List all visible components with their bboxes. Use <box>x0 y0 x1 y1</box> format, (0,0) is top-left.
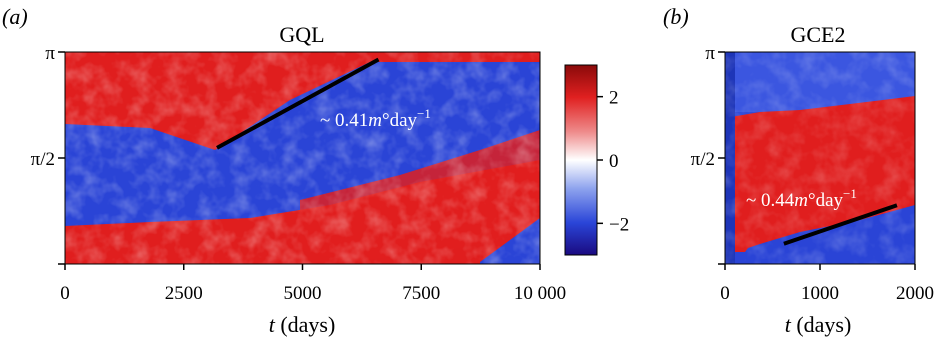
x-axis-label-a: t (days) <box>269 312 336 337</box>
colorbar-tick-label: 0 <box>609 151 619 172</box>
y-tick-label-a: π/2 <box>31 149 55 170</box>
axes-b: 0 1000 2000 π π/2 <box>691 43 934 304</box>
colorbar <box>564 64 598 256</box>
colorbar-tick-label: −2 <box>609 214 629 235</box>
x-tick-label-a: 2500 <box>165 283 203 304</box>
x-tick-label-b: 2000 <box>896 283 934 304</box>
x-tick-label-a: 7500 <box>402 283 440 304</box>
y-tick-label-b: π/2 <box>691 149 715 170</box>
x-axis-label-b: t (days) <box>785 312 852 337</box>
x-tick-label-a: 0 <box>60 283 70 304</box>
panel-a-letter: (a) <box>2 4 28 29</box>
y-tick-label-a: π <box>45 43 55 64</box>
trend-line-a <box>216 57 380 150</box>
panel-a-title: GQL <box>279 22 324 47</box>
rate-annotation-b: ~ 0.44m°day−1 <box>746 186 857 211</box>
heatmap-a <box>65 52 540 264</box>
trend-line-b <box>783 203 898 246</box>
x-tick-label-b: 1000 <box>801 283 839 304</box>
heatmap-b <box>725 52 915 264</box>
colorbar-ticks: 2 0 −2 <box>597 88 629 235</box>
y-tick-label-b: π <box>705 43 715 64</box>
axes-a: 0 2500 5000 7500 10 000 π π/2 <box>31 43 567 304</box>
colorbar-tick-label: 2 <box>609 88 619 109</box>
x-tick-label-a: 5000 <box>284 283 322 304</box>
panel-b-title: GCE2 <box>791 22 846 47</box>
x-tick-label-a: 10 000 <box>514 283 566 304</box>
x-tick-label-b: 0 <box>720 283 730 304</box>
rate-annotation-a: ~ 0.41m°day−1 <box>320 106 431 131</box>
panel-b-letter: (b) <box>663 4 689 29</box>
